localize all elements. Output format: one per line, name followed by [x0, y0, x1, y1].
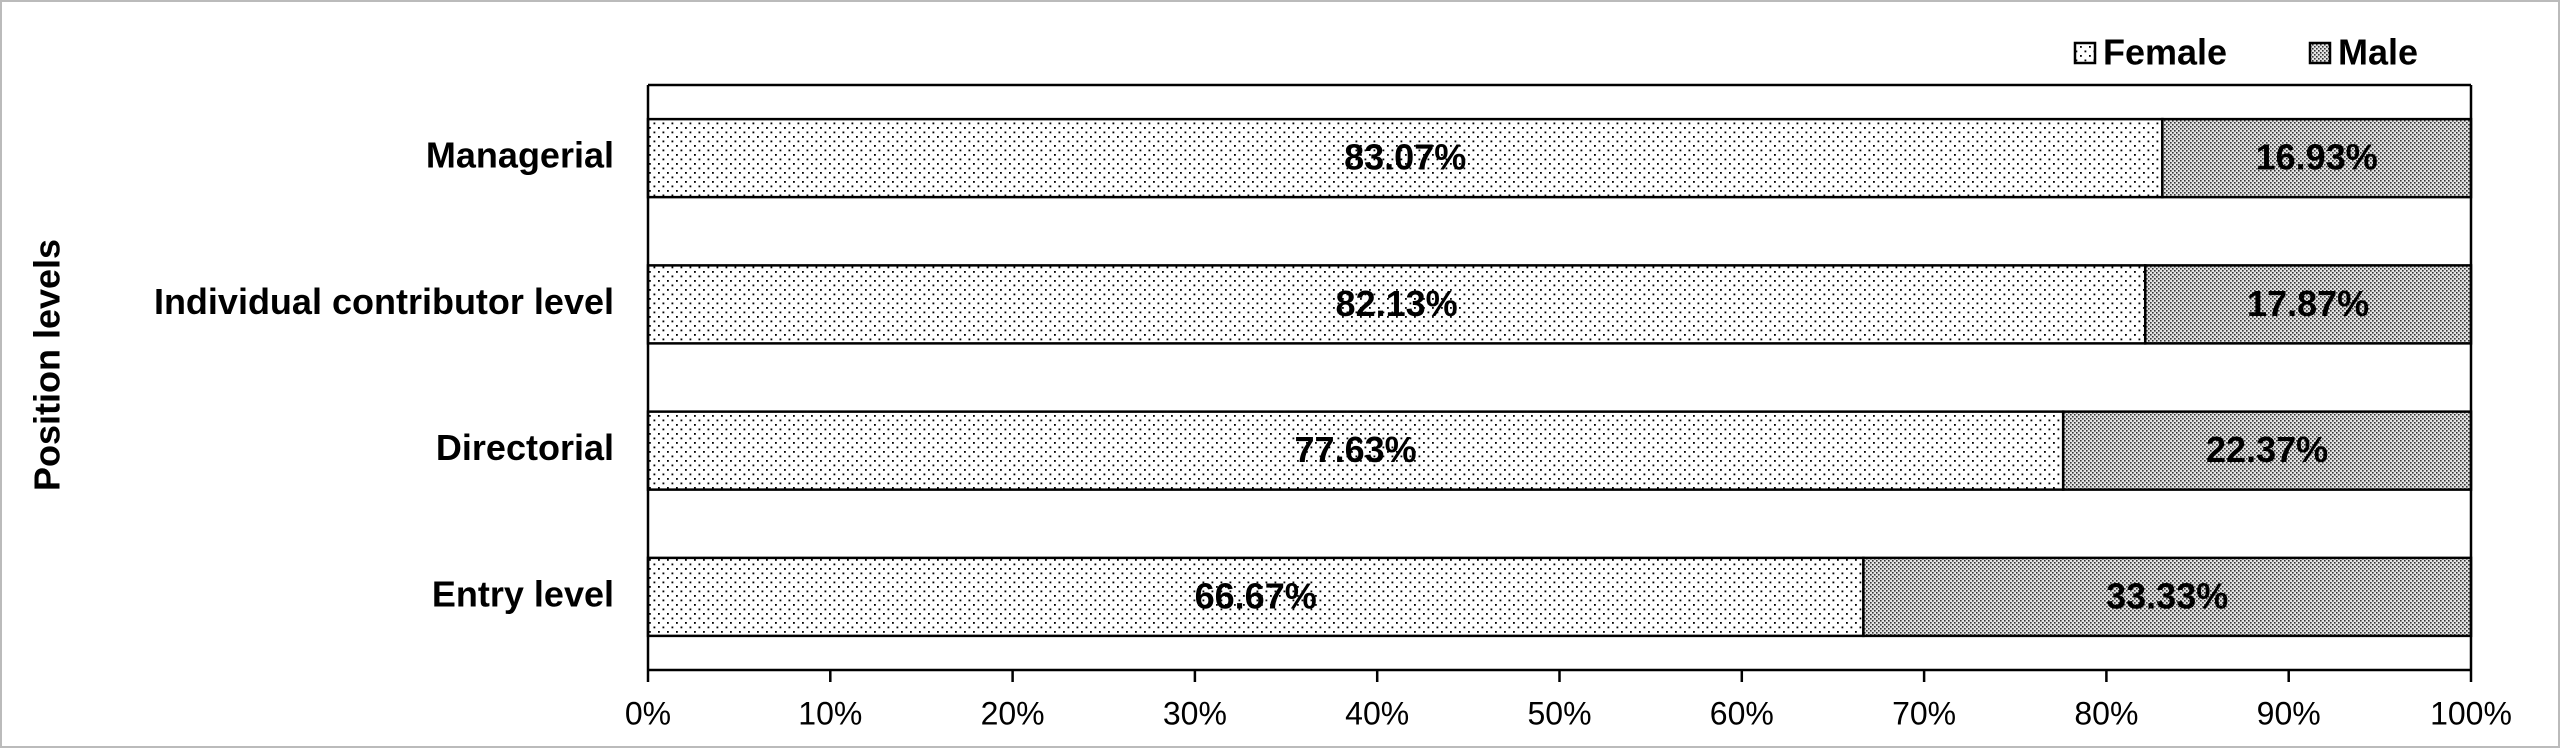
x-tick-label: 70% — [1892, 695, 1956, 731]
y-tick-label: Directorial — [436, 427, 614, 468]
x-tick-label: 90% — [2257, 695, 2321, 731]
value-label: 17.87% — [2247, 283, 2369, 324]
x-tick-label: 0% — [625, 695, 671, 731]
legend-swatch — [2073, 41, 2097, 65]
x-tick-label: 100% — [2430, 695, 2512, 731]
value-label: 22.37% — [2206, 429, 2328, 470]
legend-label: Female — [2103, 32, 2227, 73]
x-tick-label: 50% — [1527, 695, 1591, 731]
value-label: 16.93% — [2256, 137, 2378, 178]
y-tick-label: Individual contributor level — [154, 281, 614, 322]
value-label: 33.33% — [2106, 575, 2228, 616]
bar-segment — [2061, 410, 2473, 491]
x-tick-label: 60% — [1710, 695, 1774, 731]
y-tick-label: Managerial — [426, 135, 614, 176]
bar-segment — [2161, 117, 2473, 199]
value-label: 82.13% — [1336, 283, 1458, 324]
value-label: 77.63% — [1295, 429, 1417, 470]
x-tick-label: 20% — [981, 695, 1045, 731]
bar-segment — [2143, 264, 2473, 345]
legend-label: Male — [2338, 32, 2418, 73]
bar-segment — [1862, 556, 2473, 638]
x-tick-label: 80% — [2074, 695, 2138, 731]
y-axis-title: Position levels — [27, 239, 68, 491]
x-tick-label: 10% — [798, 695, 862, 731]
y-tick-label: Entry level — [432, 573, 614, 614]
value-label: 83.07% — [1344, 137, 1466, 178]
x-tick-label: 40% — [1345, 695, 1409, 731]
x-tick-label: 30% — [1163, 695, 1227, 731]
value-label: 66.67% — [1195, 575, 1317, 616]
bar-segment — [646, 117, 2164, 199]
legend-swatch — [2308, 41, 2332, 65]
